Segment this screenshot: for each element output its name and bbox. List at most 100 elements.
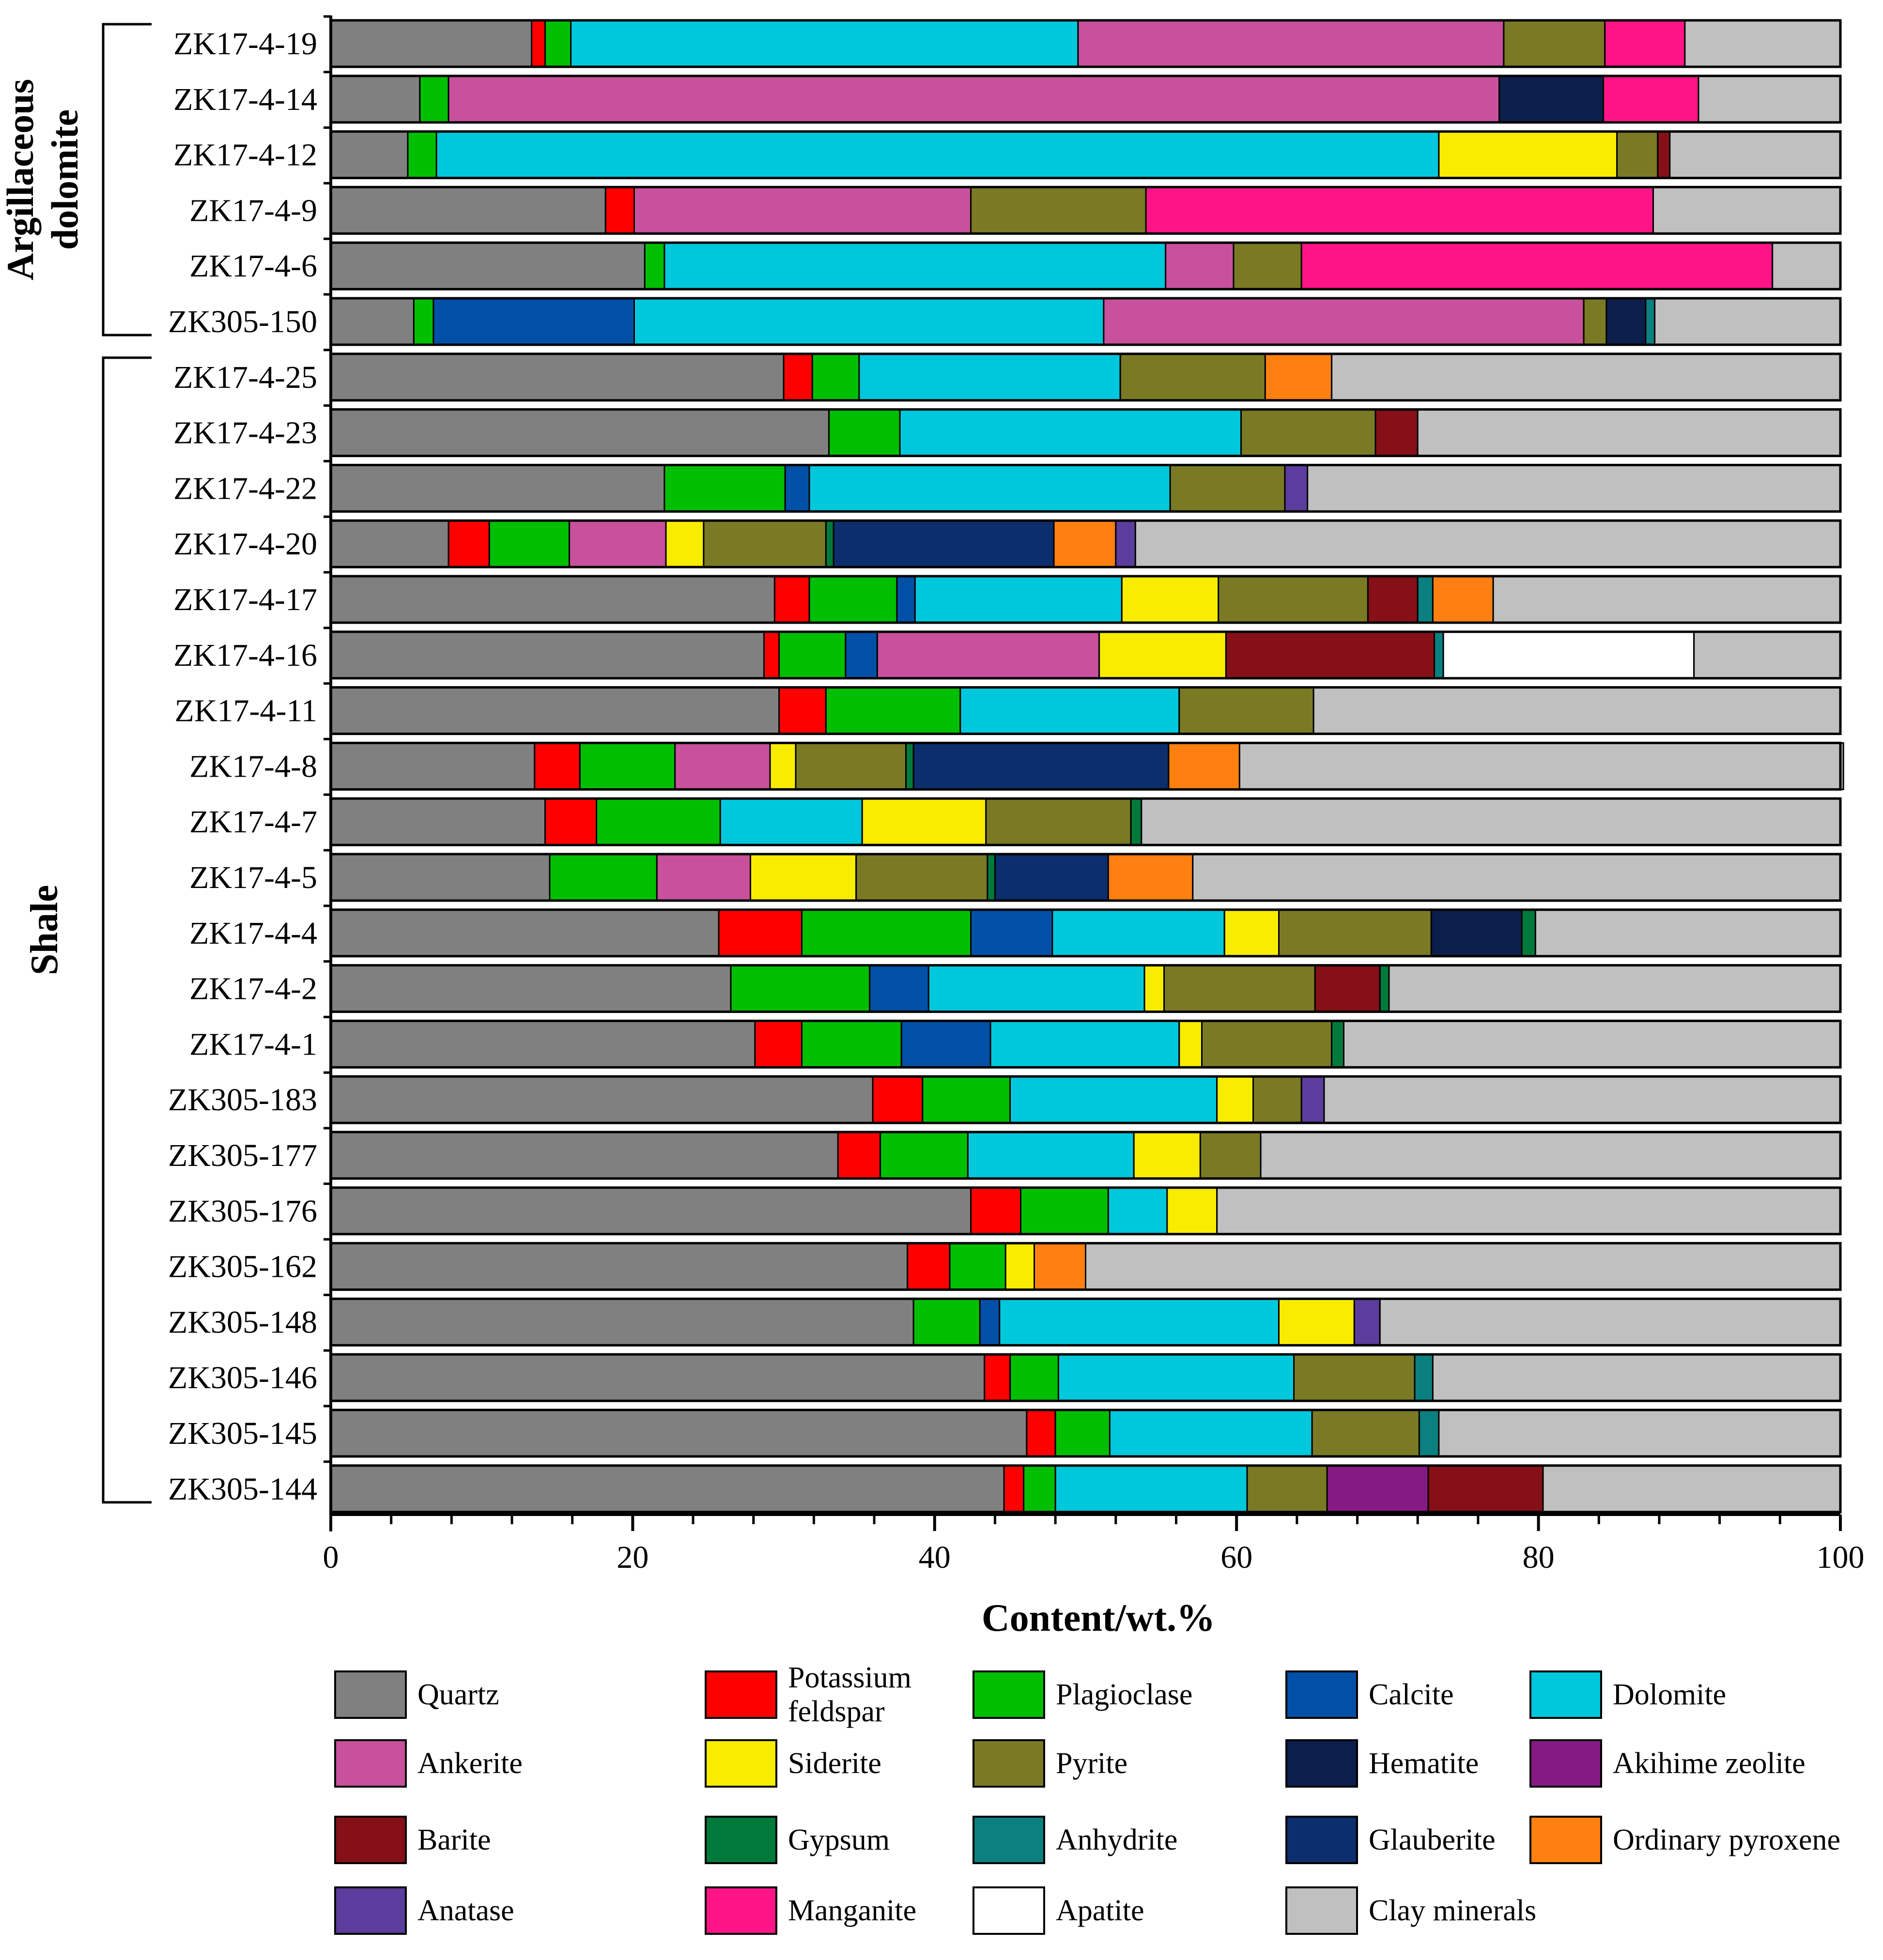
legend-swatch-akihime — [1529, 1739, 1602, 1788]
segment-zk17-4-9-ankerite — [633, 186, 972, 234]
segment-zk305-150-calcite — [432, 297, 635, 346]
bars-layer — [329, 19, 1844, 1514]
segment-zk17-4-17-calcite — [896, 575, 916, 624]
segment-zk305-145-quartz — [330, 1409, 1028, 1457]
segment-zk17-4-14-quartz — [330, 75, 421, 123]
bar-row-zk305-145 — [329, 1409, 1842, 1458]
segment-zk17-4-2-plag — [730, 965, 871, 1013]
segment-zk17-4-1-siderite — [1178, 1020, 1203, 1068]
bar-row-zk17-4-19 — [329, 19, 1842, 68]
segment-zk17-4-17-quartz — [330, 575, 775, 624]
sample-label-zk305-144: ZK305-144 — [168, 1471, 317, 1507]
segment-zk17-4-6-pyrite — [1233, 242, 1302, 290]
segment-zk17-4-20-clay — [1134, 520, 1841, 568]
segment-zk17-4-16-ankerite — [876, 631, 1100, 679]
segment-zk17-4-8-glauberite — [912, 742, 1170, 790]
segment-zk305-144-pyrite — [1246, 1465, 1328, 1513]
sample-label-zk17-4-14: ZK17-4-14 — [173, 82, 317, 117]
segment-zk17-4-23-barite — [1374, 409, 1419, 457]
segment-zk17-4-4-gypsum — [1521, 909, 1536, 957]
segment-zk17-4-4-quartz — [330, 909, 720, 957]
group-brackets-layer: Argillaceousdolomite Shale — [0, 23, 152, 1504]
legend-label-hematite: Hematite — [1369, 1747, 1479, 1780]
segment-zk305-144-kfs — [1003, 1465, 1025, 1513]
sample-label-zk17-4-25: ZK17-4-25 — [173, 360, 317, 395]
segment-zk17-4-14-hematite — [1498, 75, 1605, 123]
segment-zk17-4-14-plag — [419, 75, 449, 123]
segment-zk17-4-22-plag — [664, 464, 786, 512]
segment-zk305-145-anhydrite — [1418, 1409, 1440, 1457]
segment-zk17-4-17-anhydrite — [1417, 575, 1434, 624]
legend-label-manganite: Manganite — [788, 1894, 917, 1927]
legend-label-clay: Clay minerals — [1369, 1894, 1537, 1927]
legend-item-calcite: Calcite — [1285, 1670, 1454, 1719]
segment-zk17-4-17-plag — [808, 575, 898, 624]
segment-zk305-162-plag — [949, 1242, 1006, 1291]
segment-zk305-177-clay — [1260, 1131, 1841, 1179]
segment-zk17-4-5-pyrite — [855, 853, 988, 902]
legend-label-kfs-line2: feldspar — [788, 1695, 885, 1728]
segment-zk17-4-7-pyrite — [985, 797, 1132, 846]
segment-zk17-4-14-ankerite — [448, 75, 1500, 123]
bar-row-zk305-148 — [329, 1297, 1842, 1347]
segment-zk17-4-20-anatase — [1115, 520, 1136, 568]
legend-item-kfs: Potassium feldspar — [705, 1661, 911, 1729]
segment-zk17-4-1-kfs — [754, 1020, 803, 1068]
segment-zk17-4-8-clay — [1238, 742, 1844, 790]
segment-zk305-150-quartz — [330, 297, 415, 346]
sample-label-zk17-4-8: ZK17-4-8 — [189, 749, 317, 784]
segment-zk17-4-7-clay — [1141, 797, 1841, 846]
segment-zk17-4-7-kfs — [544, 797, 598, 846]
bar-row-zk17-4-22 — [329, 463, 1842, 513]
sample-label-zk17-4-9: ZK17-4-9 — [189, 193, 317, 228]
segment-zk305-144-clay — [1542, 1465, 1841, 1513]
sample-labels-layer: ZK17-4-19 ZK17-4-14 ZK17-4-12 ZK17-4-9 ZK17-… — [168, 15, 332, 1531]
segment-zk305-183-quartz — [330, 1075, 874, 1124]
segment-zk17-4-1-dolomite — [989, 1020, 1180, 1068]
segment-zk17-4-11-pyrite — [1178, 687, 1314, 735]
legend-label-pyrite: Pyrite — [1056, 1747, 1128, 1780]
legend-item-manganite: Manganite — [705, 1886, 916, 1935]
segment-zk17-4-16-calcite — [845, 631, 878, 679]
segment-zk17-4-4-plag — [801, 909, 972, 957]
segment-zk17-4-19-pyrite — [1503, 19, 1606, 68]
segment-zk17-4-17-kfs — [773, 575, 810, 624]
segment-zk305-144-barite — [1427, 1465, 1544, 1513]
bar-row-zk305-183 — [329, 1075, 1842, 1124]
segment-zk17-4-16-barite — [1225, 631, 1435, 679]
group-label-shale: Shale — [23, 885, 66, 975]
bar-row-zk305-144 — [329, 1464, 1842, 1514]
segment-zk17-4-16-apatite — [1442, 631, 1695, 679]
segment-zk17-4-16-anhydrite — [1434, 631, 1444, 679]
sample-label-zk305-150: ZK305-150 — [168, 304, 317, 339]
segment-zk17-4-12-plag — [407, 131, 437, 179]
segment-zk17-4-25-pyrite — [1119, 353, 1266, 401]
legend-item-apatite: Apatite — [972, 1886, 1144, 1935]
legend-swatch-anatase — [334, 1886, 407, 1935]
segment-zk305-146-plag — [1009, 1353, 1059, 1402]
legend-label-ankerite: Ankerite — [417, 1747, 523, 1780]
segment-zk305-145-pyrite — [1311, 1409, 1420, 1457]
sample-label-zk305-176: ZK305-176 — [168, 1194, 317, 1229]
segment-zk17-4-5-ankerite — [656, 853, 752, 902]
bar-row-zk17-4-4 — [329, 908, 1842, 958]
segment-zk17-4-11-dolomite — [959, 687, 1180, 735]
segment-zk305-183-anatase — [1300, 1075, 1325, 1124]
segment-zk305-176-clay — [1216, 1187, 1841, 1235]
sample-label-zk305-146: ZK305-146 — [168, 1360, 317, 1395]
segment-zk17-4-19-dolomite — [570, 19, 1079, 68]
bar-row-zk17-4-8 — [329, 741, 1844, 791]
legend-item-quartz: Quartz — [334, 1670, 499, 1719]
segment-zk17-4-5-clay — [1192, 853, 1841, 902]
segment-zk305-146-dolomite — [1057, 1353, 1295, 1402]
segment-zk305-145-plag — [1054, 1409, 1111, 1457]
segment-zk17-4-7-plag — [596, 797, 721, 846]
legend-label-calcite: Calcite — [1369, 1678, 1454, 1711]
bar-row-zk17-4-16 — [329, 630, 1842, 680]
bar-row-zk305-162 — [329, 1242, 1842, 1291]
segment-zk305-176-quartz — [330, 1187, 972, 1235]
segment-zk17-4-7-quartz — [330, 797, 546, 846]
bar-row-zk17-4-9 — [329, 185, 1842, 235]
segment-zk17-4-1-gypsum — [1331, 1020, 1345, 1068]
sample-label-zk17-4-2: ZK17-4-2 — [189, 971, 317, 1007]
